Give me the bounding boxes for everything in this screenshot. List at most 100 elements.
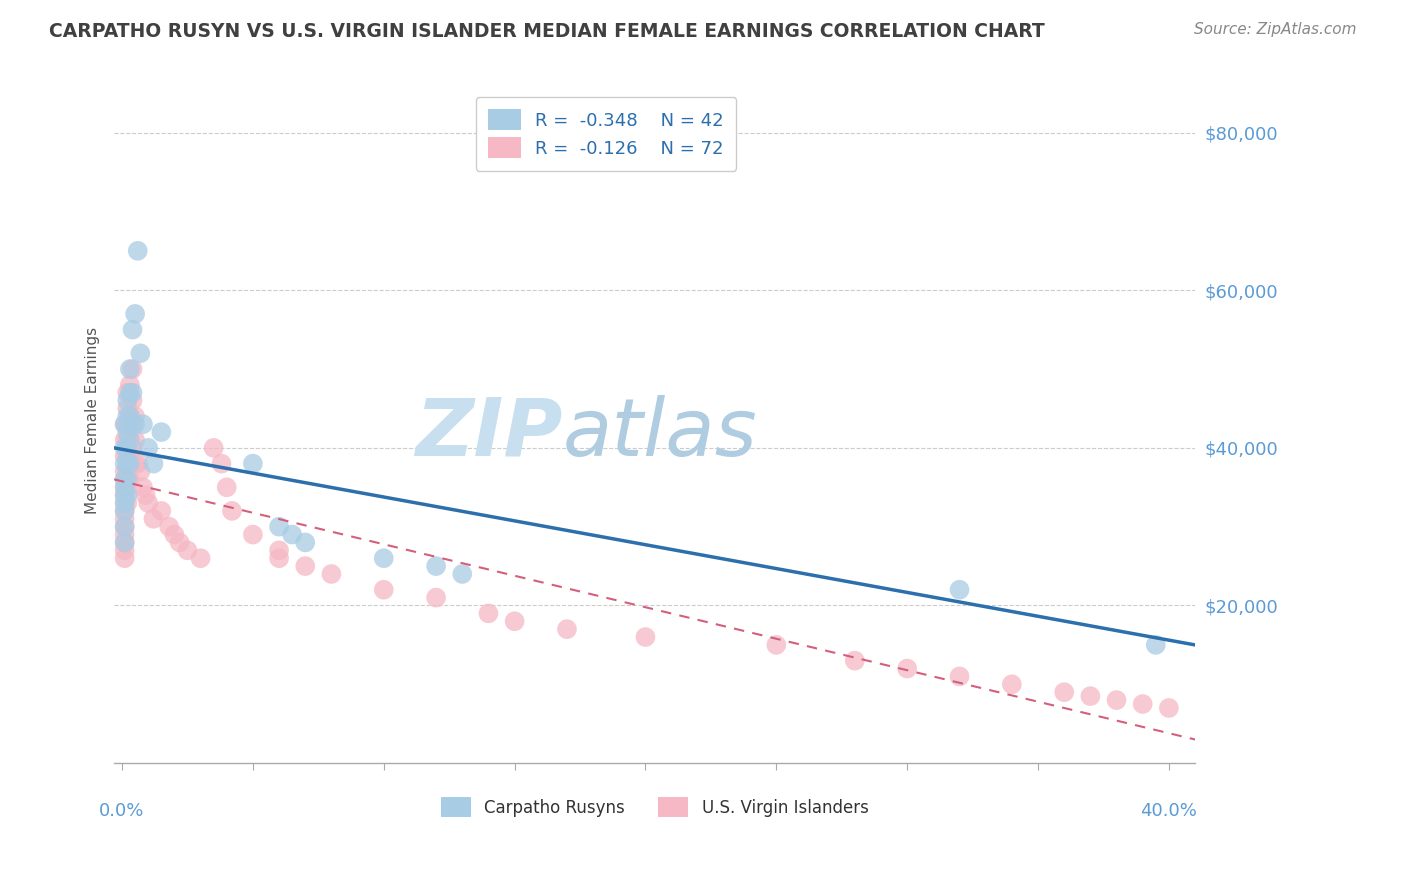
Point — [117, 472, 139, 486]
Point — [1001, 677, 1024, 691]
Point — [117, 417, 139, 432]
Point — [114, 433, 136, 447]
Point — [121, 362, 143, 376]
Point — [136, 441, 159, 455]
Point — [373, 551, 395, 566]
Point — [132, 417, 155, 432]
Point — [1144, 638, 1167, 652]
Point — [114, 535, 136, 549]
Point — [451, 566, 474, 581]
Point — [242, 527, 264, 541]
Point — [150, 425, 173, 439]
Point — [129, 346, 152, 360]
Point — [114, 519, 136, 533]
Point — [114, 512, 136, 526]
Point — [114, 496, 136, 510]
Point — [211, 457, 233, 471]
Point — [1080, 689, 1102, 703]
Point — [1132, 697, 1154, 711]
Point — [221, 504, 243, 518]
Point — [169, 535, 191, 549]
Point — [124, 417, 146, 432]
Point — [117, 488, 139, 502]
Point — [114, 449, 136, 463]
Point — [118, 377, 141, 392]
Point — [127, 457, 149, 471]
Point — [634, 630, 657, 644]
Point — [117, 433, 139, 447]
Point — [124, 457, 146, 471]
Point — [176, 543, 198, 558]
Point — [136, 496, 159, 510]
Point — [150, 504, 173, 518]
Point — [118, 433, 141, 447]
Point — [267, 519, 290, 533]
Point — [114, 417, 136, 432]
Point — [118, 472, 141, 486]
Point — [477, 607, 499, 621]
Point — [117, 449, 139, 463]
Point — [114, 488, 136, 502]
Point — [114, 472, 136, 486]
Point — [114, 504, 136, 518]
Point — [124, 307, 146, 321]
Point — [503, 614, 526, 628]
Point — [118, 362, 141, 376]
Point — [118, 385, 141, 400]
Point — [114, 441, 136, 455]
Point — [117, 409, 139, 424]
Point — [844, 654, 866, 668]
Point — [267, 543, 290, 558]
Point — [124, 433, 146, 447]
Point — [425, 591, 447, 605]
Text: 40.0%: 40.0% — [1140, 802, 1198, 820]
Point — [118, 457, 141, 471]
Point — [157, 519, 180, 533]
Y-axis label: Median Female Earnings: Median Female Earnings — [86, 326, 100, 514]
Text: Source: ZipAtlas.com: Source: ZipAtlas.com — [1194, 22, 1357, 37]
Point — [294, 535, 316, 549]
Point — [117, 496, 139, 510]
Point — [118, 449, 141, 463]
Point — [114, 551, 136, 566]
Point — [129, 465, 152, 479]
Point — [117, 465, 139, 479]
Point — [190, 551, 212, 566]
Point — [896, 661, 918, 675]
Point — [117, 393, 139, 408]
Point — [373, 582, 395, 597]
Point — [425, 559, 447, 574]
Point — [121, 417, 143, 432]
Point — [1105, 693, 1128, 707]
Point — [118, 409, 141, 424]
Text: 0.0%: 0.0% — [100, 802, 145, 820]
Text: ZIP: ZIP — [415, 395, 562, 473]
Point — [114, 527, 136, 541]
Point — [242, 457, 264, 471]
Point — [135, 488, 157, 502]
Text: atlas: atlas — [562, 395, 758, 473]
Point — [765, 638, 787, 652]
Point — [142, 457, 165, 471]
Point — [117, 425, 139, 439]
Point — [555, 622, 578, 636]
Point — [281, 527, 304, 541]
Point — [117, 457, 139, 471]
Point — [114, 417, 136, 432]
Point — [114, 535, 136, 549]
Point — [117, 401, 139, 416]
Point — [215, 480, 238, 494]
Point — [1157, 701, 1180, 715]
Point — [114, 504, 136, 518]
Point — [114, 472, 136, 486]
Point — [121, 441, 143, 455]
Point — [121, 393, 143, 408]
Point — [127, 244, 149, 258]
Point — [202, 441, 225, 455]
Point — [267, 551, 290, 566]
Point — [321, 566, 343, 581]
Point — [114, 488, 136, 502]
Point — [1053, 685, 1076, 699]
Point — [948, 582, 970, 597]
Point — [114, 465, 136, 479]
